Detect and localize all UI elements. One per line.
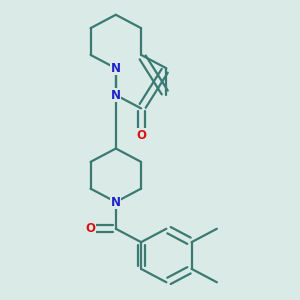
- Text: O: O: [85, 222, 96, 235]
- Text: N: N: [111, 88, 121, 101]
- Text: N: N: [111, 62, 121, 75]
- Text: O: O: [136, 129, 146, 142]
- Text: N: N: [111, 196, 121, 208]
